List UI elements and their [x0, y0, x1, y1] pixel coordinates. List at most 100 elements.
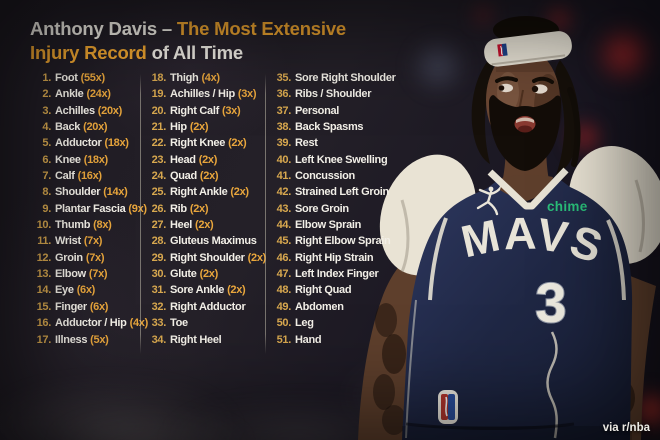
item-count: (24x): [86, 88, 111, 101]
item-count: (2x): [199, 170, 219, 183]
item-number: 14.: [36, 284, 52, 297]
headband: [484, 31, 572, 67]
item-label: Elbow Sprain: [295, 219, 362, 232]
list-item: 36. Ribs / Shoulder: [268, 88, 433, 104]
item-count: (16x): [77, 170, 102, 183]
item-label: Right Knee: [170, 137, 226, 150]
title-text-white: of All Time: [146, 42, 244, 63]
item-number: 46.: [276, 251, 292, 264]
column-divider: [265, 74, 266, 354]
item-number: 23.: [151, 153, 167, 166]
jersey-collar-trim: [487, 167, 569, 210]
injury-list: 1. Foot (55x) 2. Ankle (24x) 3. Achilles (20x) 4.…: [30, 72, 433, 354]
list-item: 10. Thumb (8x): [30, 219, 138, 235]
nba-logo-waist-icon: [438, 390, 458, 424]
jersey: [402, 178, 633, 440]
list-item: 26. Rib (2x): [143, 203, 263, 219]
list-item: 7. Calf (16x): [30, 170, 138, 186]
item-label: Hand: [295, 333, 322, 346]
item-label: Thigh: [170, 72, 199, 84]
item-count: (55x): [80, 72, 105, 84]
list-item: 29. Right Shoulder (2x): [143, 251, 267, 268]
list-item: 4. Back (20x): [30, 121, 138, 137]
list-item: 19. Achilles / Hip (3x): [143, 88, 263, 104]
nba-logo-headband-icon: [497, 43, 508, 57]
item-count: (2x): [198, 153, 218, 166]
item-label: Left Index Finger: [295, 268, 379, 281]
list-item: 13. Elbow (7x): [30, 268, 138, 284]
list-item: 50. Leg: [268, 317, 433, 333]
item-number: 13.: [36, 268, 52, 281]
item-label: Elbow: [55, 268, 86, 281]
item-count: (2x): [189, 121, 209, 134]
column-divider: [140, 74, 141, 354]
item-count: (4x): [129, 317, 149, 330]
title-text-gold: The Most Extensive: [176, 18, 347, 39]
list-item: 21. Hip (2x): [143, 121, 263, 137]
item-number: 30.: [151, 268, 167, 281]
item-count: (9x): [128, 202, 147, 215]
item-number: 50.: [276, 317, 292, 330]
injury-column: 1. Foot (55x) 2. Ankle (24x) 3. Achilles (20x) 4.…: [30, 72, 149, 350]
list-item: 39. Rest: [268, 137, 433, 153]
item-number: 5.: [42, 137, 51, 150]
item-number: 2.: [42, 88, 51, 101]
item-count: (2x): [227, 284, 246, 297]
item-label: Ribs / Shoulder: [295, 88, 372, 101]
list-item: 3. Achilles (20x): [30, 105, 138, 121]
list-item: 45. Right Elbow Sprain: [268, 235, 433, 251]
item-label: Plantar Fascia: [55, 202, 126, 215]
item-label: Achilles: [55, 104, 95, 117]
jersey-number: 3: [535, 271, 566, 334]
item-number: 1.: [42, 72, 51, 84]
item-label: Groin: [55, 251, 83, 264]
item-number: 34.: [151, 333, 167, 346]
item-count: (2x): [189, 202, 209, 215]
item-number: 20.: [151, 104, 167, 117]
item-label: Thumb: [55, 219, 91, 232]
item-label: Rest: [295, 137, 318, 150]
item-label: Back Spasms: [295, 121, 364, 134]
item-label: Finger: [55, 300, 87, 313]
list-item: 20. Right Calf (3x): [143, 105, 263, 121]
list-item: 46. Right Hip Strain: [268, 252, 433, 268]
item-label: Adductor / Hip: [55, 317, 127, 330]
list-item: 44. Elbow Sprain: [268, 219, 433, 235]
list-item: 23. Head (2x): [143, 154, 263, 170]
list-item: 38. Back Spasms: [268, 121, 433, 137]
item-number: 9.: [42, 202, 51, 215]
item-number: 29.: [151, 251, 167, 264]
item-number: 37.: [276, 104, 292, 117]
item-number: 38.: [276, 121, 292, 134]
list-item: 30. Glute (2x): [143, 268, 263, 284]
item-count: (2x): [199, 268, 219, 281]
player-photo: chime MAVS 3: [358, 16, 660, 440]
item-label: Quad: [170, 170, 197, 183]
item-label: Adductor: [55, 137, 102, 150]
page-title: Anthony Davis – The Most Extensive Injur…: [30, 17, 346, 65]
item-label: Sore Ankle: [170, 284, 225, 297]
item-label: Calf: [55, 170, 75, 183]
item-number: 7.: [42, 170, 51, 183]
injury-column: 35. Sore Right Shoulder 36. Ribs / Shoulder…: [268, 72, 433, 350]
item-number: 47.: [276, 268, 292, 281]
item-number: 27.: [151, 219, 167, 232]
item-count: (20x): [97, 104, 122, 117]
item-label: Strained Left Groin: [295, 186, 389, 199]
item-count: (6x): [89, 300, 109, 313]
list-item: 28. Gluteus Maximus: [143, 235, 263, 251]
list-item: 32. Right Adductor: [143, 301, 263, 317]
item-number: 3.: [42, 104, 51, 117]
list-item: 14. Eye (6x): [30, 284, 138, 300]
item-label: Gluteus Maximus: [170, 235, 257, 248]
item-number: 19.: [151, 88, 167, 101]
list-item: 12. Groin (7x): [30, 252, 138, 268]
item-label: Heel: [170, 219, 193, 232]
list-item: 22. Right Knee (2x): [143, 137, 263, 153]
item-label: Foot: [55, 72, 78, 84]
item-count: (18x): [104, 137, 129, 150]
item-count: (14x): [103, 186, 128, 199]
item-number: 26.: [151, 202, 167, 215]
item-count: (4x): [201, 72, 220, 84]
item-label: Left Knee Swelling: [295, 153, 388, 166]
